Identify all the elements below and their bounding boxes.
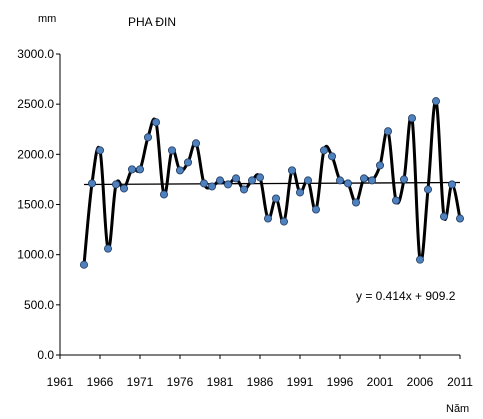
data-point bbox=[191, 139, 200, 148]
y-tick-label: 500.0 bbox=[24, 298, 54, 312]
data-point bbox=[135, 165, 144, 174]
data-point bbox=[335, 176, 344, 185]
data-point bbox=[319, 146, 328, 155]
data-point bbox=[287, 166, 296, 175]
data-point bbox=[199, 179, 208, 188]
data-point bbox=[215, 176, 224, 185]
x-tick-label: 2006 bbox=[407, 375, 434, 389]
data-point bbox=[367, 176, 376, 185]
data-point bbox=[159, 190, 168, 199]
data-point bbox=[303, 176, 312, 185]
x-tick-label: 2001 bbox=[367, 375, 394, 389]
x-axis-label: Năm bbox=[446, 403, 469, 415]
x-tick-label: 1971 bbox=[127, 375, 154, 389]
data-point bbox=[391, 196, 400, 205]
data-point bbox=[151, 118, 160, 127]
data-point bbox=[255, 173, 264, 182]
data-point bbox=[80, 260, 89, 269]
trendline-group bbox=[83, 181, 461, 186]
data-point bbox=[104, 244, 113, 253]
data-point bbox=[351, 198, 360, 207]
data-point bbox=[375, 161, 384, 170]
data-point bbox=[120, 184, 129, 193]
x-tick-label: 1961 bbox=[47, 375, 74, 389]
data-point bbox=[183, 158, 192, 167]
data-point bbox=[96, 146, 105, 155]
data-point bbox=[127, 165, 136, 174]
trendline bbox=[83, 181, 461, 186]
y-tick-label: 1500.0 bbox=[17, 198, 54, 212]
y-tick-label: 2500.0 bbox=[17, 97, 54, 111]
data-point bbox=[88, 179, 97, 188]
x-tick-label: 2011 bbox=[447, 375, 473, 389]
data-point bbox=[207, 182, 216, 191]
data-point bbox=[383, 127, 392, 136]
data-point bbox=[311, 205, 320, 214]
x-tick-label: 1966 bbox=[87, 375, 114, 389]
y-tick-label: 0.0 bbox=[37, 348, 54, 362]
data-point bbox=[263, 214, 272, 223]
data-point bbox=[343, 179, 352, 188]
data-point bbox=[407, 114, 416, 123]
x-tick-label: 1976 bbox=[167, 375, 194, 389]
data-point bbox=[423, 185, 432, 194]
data-point bbox=[143, 133, 152, 142]
y-tick-label: 2000.0 bbox=[17, 147, 54, 161]
data-point bbox=[327, 152, 336, 161]
data-point bbox=[279, 217, 288, 226]
x-tick-label: 1981 bbox=[207, 375, 234, 389]
x-tick-label: 1996 bbox=[327, 375, 354, 389]
series-group bbox=[80, 97, 464, 269]
y-tick-label: 1000.0 bbox=[17, 248, 54, 262]
x-tick-label: 1986 bbox=[247, 375, 274, 389]
data-point bbox=[223, 180, 232, 189]
data-point bbox=[271, 194, 280, 203]
data-point bbox=[431, 97, 440, 106]
data-point bbox=[112, 180, 121, 189]
data-point bbox=[247, 176, 256, 185]
trendline-equation: y = 0.414x + 909.2 bbox=[356, 289, 456, 303]
x-tick-label: 1991 bbox=[287, 375, 314, 389]
data-point bbox=[399, 175, 408, 184]
data-point bbox=[359, 174, 368, 183]
data-point bbox=[455, 214, 464, 223]
y-axis-label: mm bbox=[38, 13, 56, 25]
data-point bbox=[167, 146, 176, 155]
data-point bbox=[231, 174, 240, 183]
x-tick-labels: 1961 1966 1971 1976 1981 1986 1991 1996 2001 2006… bbox=[47, 355, 473, 389]
data-point bbox=[439, 212, 448, 221]
data-point bbox=[175, 166, 184, 175]
chart-title: PHA ĐIN bbox=[128, 15, 176, 29]
data-point bbox=[295, 188, 304, 197]
data-point bbox=[415, 255, 424, 264]
y-tick-label: 3000.0 bbox=[17, 47, 54, 61]
y-tick-labels: 0.0 500.0 1000.0 1500.0 2000.0 2500.0 3000.0 bbox=[17, 47, 60, 362]
data-point bbox=[447, 180, 456, 189]
data-point bbox=[239, 185, 248, 194]
